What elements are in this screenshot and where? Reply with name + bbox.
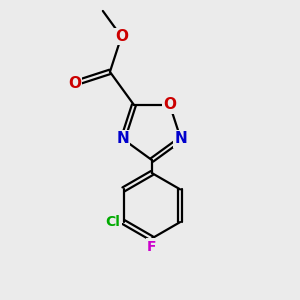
Text: N: N bbox=[175, 131, 187, 146]
Text: O: O bbox=[68, 76, 81, 91]
Text: F: F bbox=[147, 240, 157, 254]
Text: O: O bbox=[163, 98, 176, 112]
Text: O: O bbox=[115, 29, 128, 44]
Text: N: N bbox=[116, 131, 129, 146]
Text: Cl: Cl bbox=[106, 215, 121, 229]
